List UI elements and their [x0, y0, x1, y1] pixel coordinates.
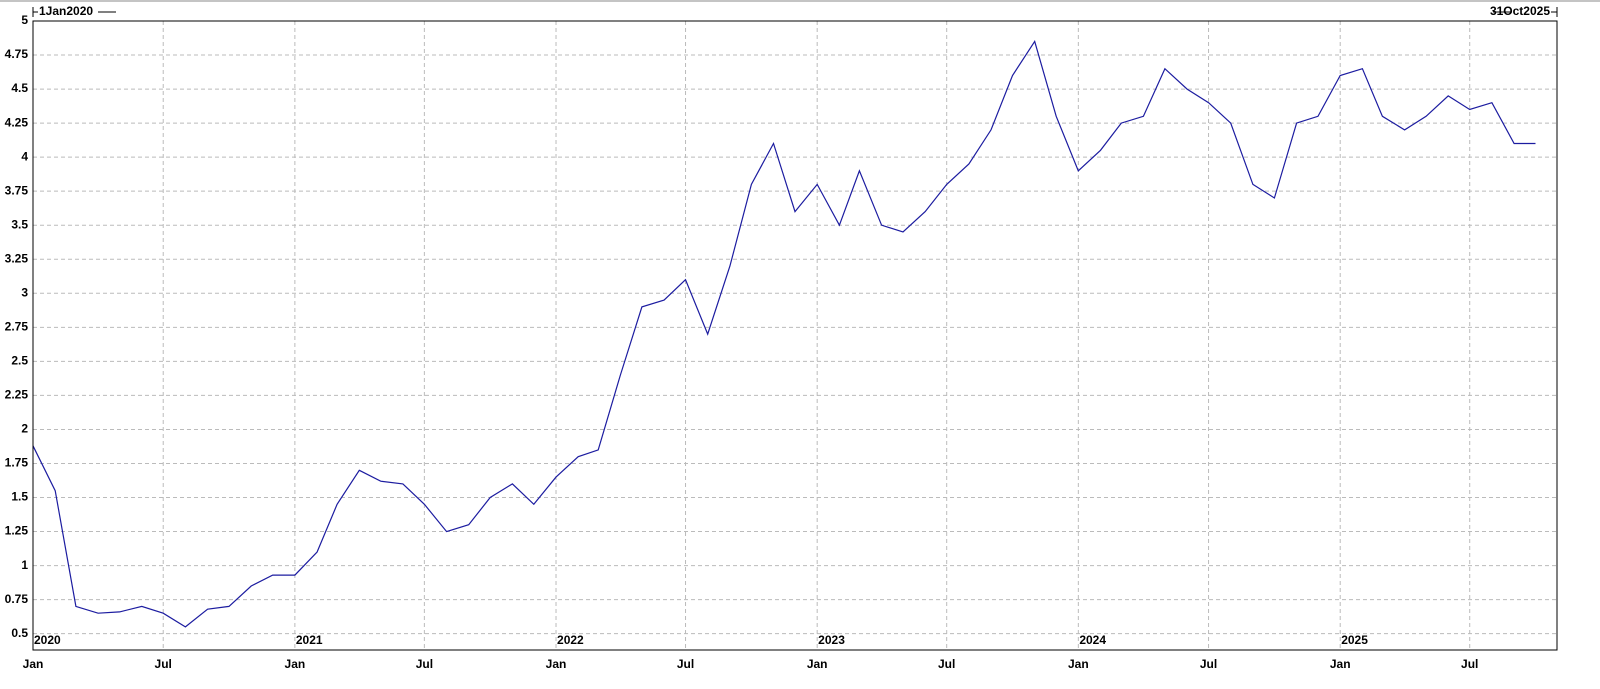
- y-tick-label: 4.5: [11, 81, 28, 95]
- x-tick-label: Jan: [807, 657, 828, 671]
- year-label: 2024: [1079, 633, 1106, 647]
- x-tick-label: Jul: [416, 657, 433, 671]
- year-label: 2025: [1341, 633, 1368, 647]
- year-label: 2021: [296, 633, 323, 647]
- y-tick-label: 1.75: [5, 456, 29, 470]
- x-tick-label: Jul: [677, 657, 694, 671]
- x-tick-label: Jan: [23, 657, 44, 671]
- y-tick-label: 5: [21, 13, 28, 27]
- range-end-label: 31Oct2025: [1490, 4, 1550, 18]
- y-tick-label: 4: [21, 149, 28, 163]
- y-tick-label: 1.5: [11, 490, 28, 504]
- y-tick-label: 3: [21, 285, 28, 299]
- y-tick-label: 3.5: [11, 217, 28, 231]
- y-tick-label: 4.25: [5, 115, 29, 129]
- y-tick-label: 1: [21, 558, 28, 572]
- x-tick-label: Jul: [938, 657, 955, 671]
- y-tick-label: 2.75: [5, 320, 29, 334]
- y-tick-label: 2.5: [11, 354, 28, 368]
- year-label: 2023: [818, 633, 845, 647]
- x-tick-label: Jan: [546, 657, 567, 671]
- line-series: [32, 39, 1536, 628]
- y-tick-label: 2: [21, 422, 28, 436]
- y-tick-label: 0.5: [11, 626, 28, 640]
- x-tick-label: Jul: [155, 657, 172, 671]
- y-tick-label: 4.75: [5, 47, 29, 61]
- y-tick-label: 3.25: [5, 251, 29, 265]
- year-label: 2020: [34, 633, 61, 647]
- range-start-label: 1Jan2020: [39, 4, 93, 18]
- x-tick-label: Jul: [1200, 657, 1217, 671]
- year-label: 2022: [557, 633, 584, 647]
- y-tick-label: 0.75: [5, 592, 29, 606]
- plot-frame: [32, 20, 1558, 651]
- y-tick-label: 3.75: [5, 183, 29, 197]
- x-tick-label: Jul: [1461, 657, 1478, 671]
- y-tick-label: 2.25: [5, 388, 29, 402]
- x-tick-label: Jan: [285, 657, 306, 671]
- x-tick-label: Jan: [1068, 657, 1089, 671]
- y-tick-label: 1.25: [5, 524, 29, 538]
- x-tick-label: Jan: [1330, 657, 1351, 671]
